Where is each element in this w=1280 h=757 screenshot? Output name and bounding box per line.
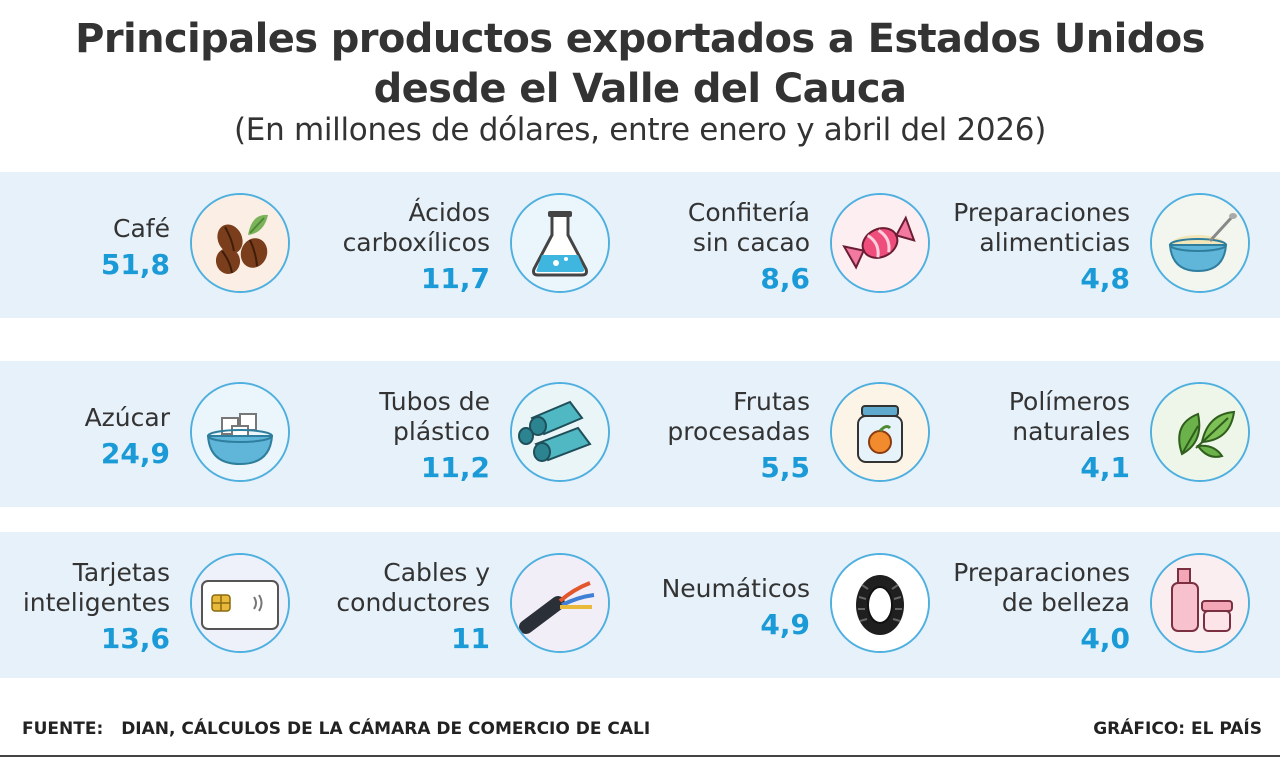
product-name-line: alimenticias: [979, 228, 1130, 257]
footer-rule: [0, 755, 1280, 757]
product-value: 11: [451, 622, 490, 655]
source-note: FUENTE: DIAN, CÁLCULOS DE LA CÁMARA DE C…: [22, 717, 650, 741]
product-name-line: plástico: [393, 417, 490, 446]
sugar-cubes-icon: [190, 382, 290, 482]
product-cell: Neumáticos 4,9: [640, 532, 960, 678]
product-name: Polímeros naturales: [840, 387, 1130, 447]
product-value: 11,7: [420, 262, 490, 295]
product-name-line: de belleza: [1001, 588, 1130, 617]
product-name-line: procesadas: [667, 417, 810, 446]
leaf-icon: [1150, 382, 1250, 482]
product-cell: Tarjetas inteligentes 13,6: [0, 532, 320, 678]
title-line-2: desde el Valle del Cauca: [373, 66, 907, 112]
product-name-line: Preparaciones: [953, 558, 1130, 587]
infographic-title: Principales productos exportados a Estad…: [0, 14, 1280, 114]
product-name-line: sin cacao: [692, 228, 810, 257]
product-name: Tarjetas inteligentes: [0, 558, 170, 618]
title-line-1: Principales productos exportados a Estad…: [75, 16, 1205, 62]
lab-flask-icon: [510, 193, 610, 293]
product-name-line: Frutas: [733, 387, 810, 416]
fruit-jar-icon: [830, 382, 930, 482]
product-name: Confitería sin cacao: [520, 198, 810, 258]
product-name-line: Tubos de: [379, 387, 490, 416]
graphic-credit: GRÁFICO: EL PAÍS: [1093, 719, 1262, 739]
product-value: 24,9: [100, 437, 170, 470]
product-value: 8,6: [760, 262, 810, 295]
product-name-line: inteligentes: [22, 588, 170, 617]
product-name-line: Preparaciones: [953, 198, 1130, 227]
product-value: 5,5: [760, 451, 810, 484]
candy-icon: [830, 193, 930, 293]
product-name-line: Confitería: [687, 198, 810, 227]
product-value: 4,0: [1080, 622, 1130, 655]
product-name: Azúcar: [0, 403, 170, 433]
product-name: Frutas procesadas: [520, 387, 810, 447]
source-text: DIAN, CÁLCULOS DE LA CÁMARA DE COMERCIO …: [121, 719, 651, 739]
product-cell: Frutas procesadas 5,5: [640, 361, 960, 507]
product-name-line: Ácidos: [408, 198, 490, 227]
product-cell: Ácidos carboxílicos 11,7: [320, 172, 640, 318]
product-name-line: Azúcar: [84, 403, 170, 432]
product-value: 4,1: [1080, 451, 1130, 484]
product-name-line: Neumáticos: [661, 574, 810, 603]
food-bowl-icon: [1150, 193, 1250, 293]
product-name-line: conductores: [336, 588, 490, 617]
product-cell: Tubos de plástico 11,2: [320, 361, 640, 507]
product-name-line: Cables y: [383, 558, 490, 587]
product-cell: Preparaciones de belleza 4,0: [953, 532, 1280, 678]
product-name-line: naturales: [1012, 417, 1130, 446]
product-name: Tubos de plástico: [200, 387, 490, 447]
infographic-subtitle: (En millones de dólares, entre enero y a…: [233, 112, 1046, 148]
product-cell: Polímeros naturales 4,1: [960, 361, 1280, 507]
product-cell: Preparaciones alimenticias 4,8: [953, 172, 1280, 318]
cosmetics-icon: [1150, 553, 1250, 653]
product-cell: Azúcar 24,9: [0, 361, 320, 507]
product-name: Café: [0, 214, 170, 244]
source-label: FUENTE:: [22, 719, 104, 739]
plastic-pipes-icon: [510, 382, 610, 482]
product-name: Ácidos carboxílicos: [200, 198, 490, 258]
coffee-beans-icon: [190, 193, 290, 293]
product-name: Cables y conductores: [200, 558, 490, 618]
product-value: 13,6: [100, 622, 170, 655]
smart-card-icon: [190, 553, 290, 653]
product-name-line: carboxílicos: [342, 228, 490, 257]
tire-icon: [830, 553, 930, 653]
product-cell: Cables y conductores 11: [320, 532, 640, 678]
cable-icon: [510, 553, 610, 653]
product-name-line: Polímeros: [1008, 387, 1130, 416]
product-name: Neumáticos: [520, 574, 810, 604]
product-cell: Café 51,8: [0, 172, 320, 318]
product-value: 4,8: [1080, 262, 1130, 295]
product-value: 4,9: [760, 608, 810, 641]
product-value: 51,8: [100, 248, 170, 281]
product-name-line: Café: [113, 214, 170, 243]
product-cell: Confitería sin cacao 8,6: [640, 172, 960, 318]
product-name-line: Tarjetas: [72, 558, 170, 587]
product-name: Preparaciones de belleza: [840, 558, 1130, 618]
product-value: 11,2: [420, 451, 490, 484]
product-name: Preparaciones alimenticias: [840, 198, 1130, 258]
